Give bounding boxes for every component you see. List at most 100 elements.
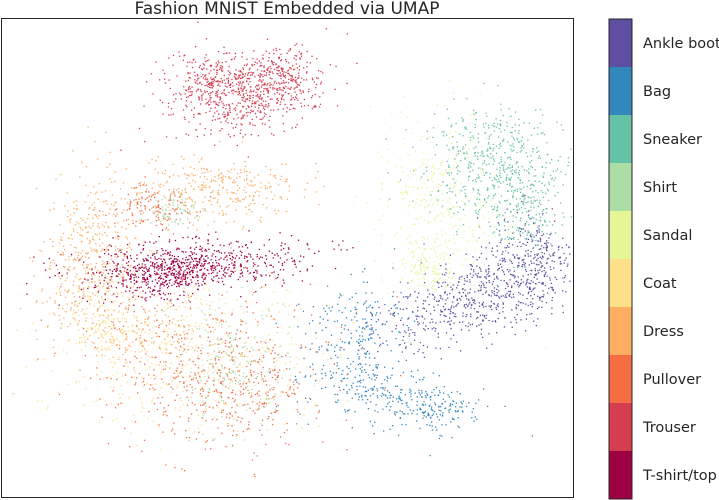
- data-point: [396, 307, 399, 309]
- data-point: [137, 203, 139, 205]
- data-point: [174, 210, 176, 212]
- data-point: [76, 324, 79, 326]
- data-point: [125, 228, 127, 230]
- data-point: [119, 249, 121, 251]
- data-point: [389, 409, 391, 411]
- data-point: [399, 417, 401, 419]
- data-point: [530, 280, 532, 282]
- data-point: [502, 295, 504, 297]
- data-point: [528, 288, 530, 290]
- data-point: [437, 238, 439, 240]
- data-point: [493, 287, 496, 289]
- data-point: [263, 356, 265, 359]
- data-point: [499, 142, 502, 145]
- data-point: [124, 347, 126, 349]
- data-point: [509, 164, 511, 166]
- data-point: [416, 409, 418, 411]
- data-point: [111, 270, 114, 272]
- data-point: [541, 231, 543, 233]
- data-point: [525, 284, 527, 286]
- data-point: [103, 262, 105, 264]
- data-point: [510, 261, 512, 263]
- data-point: [227, 387, 230, 389]
- data-point: [502, 167, 505, 169]
- data-point: [439, 295, 441, 297]
- data-point: [197, 83, 199, 85]
- data-point: [414, 272, 416, 274]
- data-point: [268, 104, 270, 107]
- data-point: [209, 82, 211, 84]
- data-point: [506, 157, 509, 159]
- data-point: [486, 154, 488, 156]
- data-point: [464, 185, 466, 188]
- data-point: [179, 207, 181, 209]
- data-point: [464, 205, 467, 207]
- data-point: [98, 227, 100, 229]
- data-point: [179, 193, 182, 195]
- data-point: [280, 245, 282, 247]
- data-point: [80, 298, 83, 300]
- data-point: [158, 208, 161, 210]
- data-point: [236, 123, 238, 126]
- data-point: [125, 349, 127, 351]
- data-point: [504, 212, 506, 214]
- data-point: [109, 338, 111, 341]
- data-point: [380, 395, 383, 397]
- data-point: [153, 253, 156, 255]
- data-point: [219, 369, 222, 371]
- data-point: [60, 327, 62, 329]
- data-point: [204, 375, 206, 377]
- data-point: [257, 409, 259, 411]
- data-point: [223, 367, 225, 369]
- data-point: [478, 284, 480, 287]
- data-point: [219, 66, 221, 69]
- data-point: [472, 187, 474, 189]
- data-point: [377, 351, 379, 353]
- data-point: [72, 314, 74, 316]
- data-point: [200, 103, 202, 105]
- data-point: [432, 280, 434, 282]
- data-point: [295, 356, 297, 358]
- data-point: [202, 272, 204, 274]
- data-point: [85, 330, 88, 333]
- data-point: [462, 120, 464, 122]
- data-point: [228, 346, 230, 348]
- data-point: [533, 262, 535, 264]
- data-point: [438, 419, 440, 421]
- data-point: [146, 324, 148, 326]
- data-point: [284, 305, 286, 307]
- data-point: [514, 275, 516, 278]
- data-point: [350, 332, 352, 335]
- data-point: [483, 172, 485, 174]
- data-point: [221, 70, 223, 72]
- data-point: [464, 292, 466, 294]
- data-point: [441, 252, 443, 255]
- data-point: [155, 295, 157, 298]
- data-point: [180, 325, 182, 328]
- data-point: [429, 211, 431, 213]
- data-point: [259, 104, 261, 107]
- data-point: [253, 279, 256, 281]
- data-point: [141, 450, 143, 452]
- data-point: [505, 179, 507, 181]
- data-point: [175, 376, 177, 378]
- data-point: [200, 424, 203, 426]
- data-point: [237, 117, 239, 119]
- data-point: [109, 178, 111, 180]
- data-point: [522, 232, 524, 234]
- data-point: [211, 78, 213, 81]
- data-point: [141, 192, 143, 194]
- data-point: [442, 181, 444, 183]
- data-point: [133, 354, 135, 356]
- data-point: [118, 250, 120, 252]
- data-point: [128, 207, 131, 209]
- data-point: [551, 208, 553, 210]
- data-point: [536, 273, 538, 275]
- data-point: [52, 245, 54, 248]
- data-point: [154, 270, 156, 272]
- data-point: [133, 367, 135, 369]
- data-point: [239, 416, 241, 419]
- data-point: [186, 363, 188, 366]
- data-point: [239, 102, 241, 104]
- data-point: [127, 273, 129, 275]
